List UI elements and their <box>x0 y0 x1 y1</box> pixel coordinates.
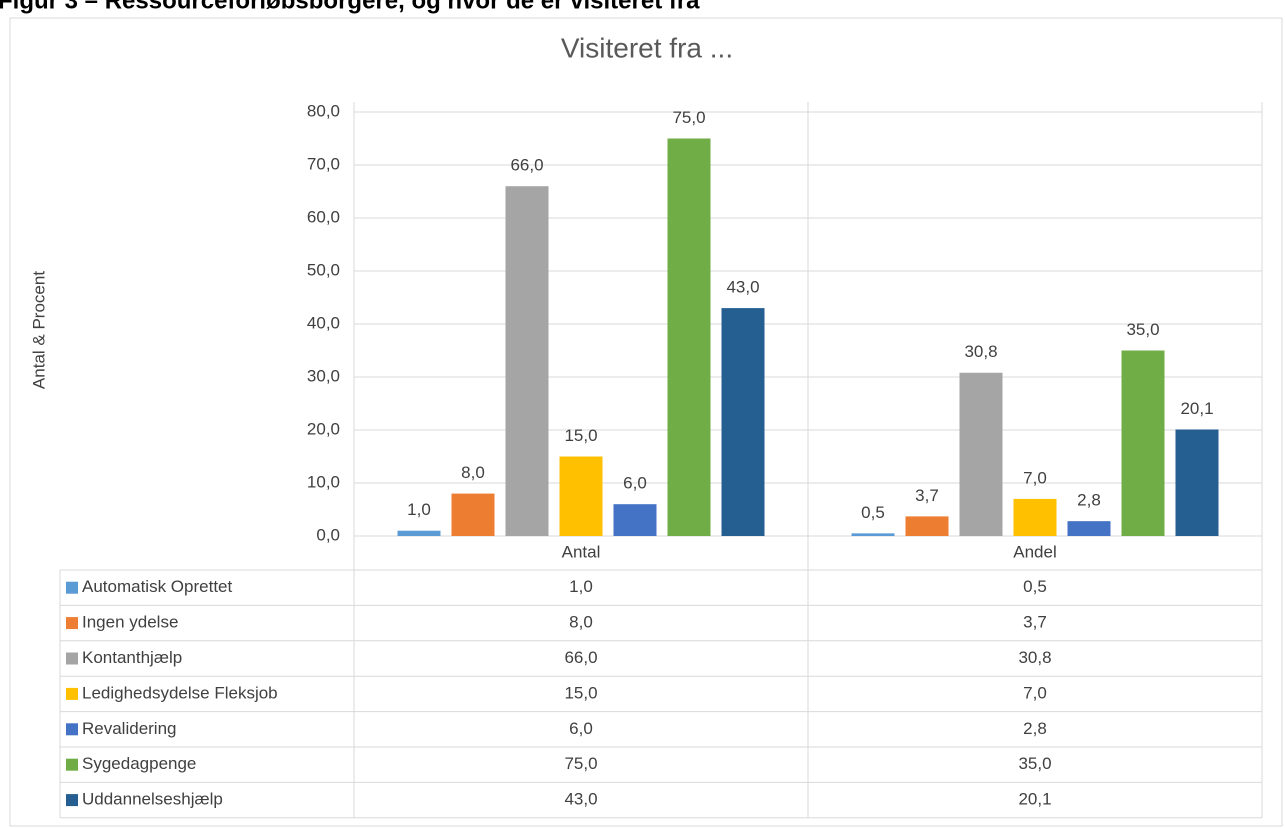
bar <box>667 138 711 536</box>
data-label: 66,0 <box>510 156 543 175</box>
legend-swatch <box>66 581 78 594</box>
bar <box>721 308 765 536</box>
data-label: 2,8 <box>1077 491 1101 510</box>
table-header: Antal <box>562 542 601 561</box>
data-label: 75,0 <box>672 108 705 127</box>
table-cell: 0,5 <box>1023 577 1047 596</box>
data-label: 6,0 <box>623 474 647 493</box>
y-axis-label: Antal & Procent <box>29 271 48 389</box>
data-label: 15,0 <box>564 426 597 445</box>
table-cell: 20,1 <box>1018 790 1051 809</box>
bar <box>851 533 895 536</box>
chart-frame <box>9 17 1283 827</box>
y-tick-label: 80,0 <box>307 101 340 120</box>
table-cell: 15,0 <box>564 683 597 702</box>
bar <box>1175 429 1219 536</box>
table-cell: 43,0 <box>564 790 597 809</box>
legend-label: Kontanthjælp <box>82 648 182 667</box>
legend-swatch <box>66 758 78 771</box>
data-label: 30,8 <box>964 342 997 361</box>
legend-label: Ledighedsydelse Fleksjob <box>82 683 278 702</box>
table-cell: 2,8 <box>1023 719 1047 738</box>
legend-swatch <box>66 617 78 630</box>
legend-label: Ingen ydelse <box>82 613 178 632</box>
legend-label: Sygedagpenge <box>82 754 196 773</box>
table-cell: 1,0 <box>569 577 593 596</box>
y-tick-label: 30,0 <box>307 366 340 385</box>
y-tick-label: 40,0 <box>307 313 340 332</box>
y-tick-label: 0,0 <box>316 525 340 544</box>
legend-label: Uddannelseshjælp <box>82 790 223 809</box>
table-cell: 75,0 <box>564 754 597 773</box>
legend-swatch <box>66 794 78 807</box>
bar <box>959 372 1003 536</box>
table-cell: 6,0 <box>569 719 593 738</box>
y-tick-label: 60,0 <box>307 207 340 226</box>
bar <box>905 516 949 536</box>
bar <box>505 186 549 536</box>
y-tick-label: 50,0 <box>307 260 340 279</box>
data-label: 43,0 <box>726 278 759 297</box>
legend-swatch <box>66 723 78 736</box>
data-label: 1,0 <box>407 500 431 519</box>
y-tick-label: 70,0 <box>307 154 340 173</box>
data-label: 0,5 <box>861 503 885 522</box>
table-cell: 35,0 <box>1018 754 1051 773</box>
legend-swatch <box>66 687 78 700</box>
bar <box>1013 498 1057 536</box>
data-label: 7,0 <box>1023 468 1047 487</box>
table-cell: 8,0 <box>569 613 593 632</box>
legend-label: Revalidering <box>82 719 177 738</box>
legend-label: Automatisk Oprettet <box>82 577 233 596</box>
bar <box>451 493 495 536</box>
y-tick-label: 20,0 <box>307 419 340 438</box>
data-label: 20,1 <box>1180 399 1213 418</box>
legend-swatch <box>66 652 78 665</box>
bar <box>1121 350 1165 536</box>
table-cell: 3,7 <box>1023 613 1047 632</box>
bar <box>1067 521 1111 536</box>
chart-title: Visiteret fra ... <box>561 32 733 63</box>
y-tick-label: 10,0 <box>307 472 340 491</box>
table-cell: 66,0 <box>564 648 597 667</box>
figure-caption: Figur 3 – Ressourceforløbsborgere, og hv… <box>0 0 700 14</box>
bar <box>613 504 657 536</box>
bar <box>559 456 603 536</box>
table-cell: 7,0 <box>1023 683 1047 702</box>
bar <box>397 530 441 536</box>
data-label: 3,7 <box>915 486 939 505</box>
data-label: 8,0 <box>461 463 485 482</box>
data-label: 35,0 <box>1126 320 1159 339</box>
table-header: Andel <box>1013 542 1056 561</box>
table-cell: 30,8 <box>1018 648 1051 667</box>
